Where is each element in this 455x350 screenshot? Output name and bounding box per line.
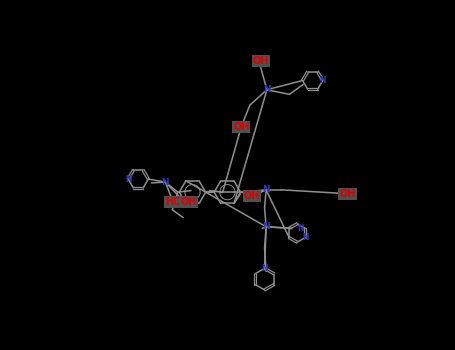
Text: N: N — [125, 175, 131, 183]
Text: N: N — [263, 186, 270, 194]
Text: OH: OH — [253, 56, 269, 66]
Text: N: N — [263, 222, 270, 231]
Text: OH: OH — [181, 197, 197, 207]
Text: N: N — [298, 224, 304, 233]
Text: HO: HO — [165, 197, 181, 207]
Text: N: N — [162, 178, 169, 187]
Text: N: N — [319, 76, 326, 85]
Text: OH: OH — [233, 122, 249, 132]
Text: N: N — [263, 85, 271, 94]
Text: N: N — [261, 264, 268, 273]
Text: N: N — [302, 233, 308, 242]
Text: OH: OH — [244, 191, 260, 201]
Text: OH: OH — [339, 189, 356, 199]
